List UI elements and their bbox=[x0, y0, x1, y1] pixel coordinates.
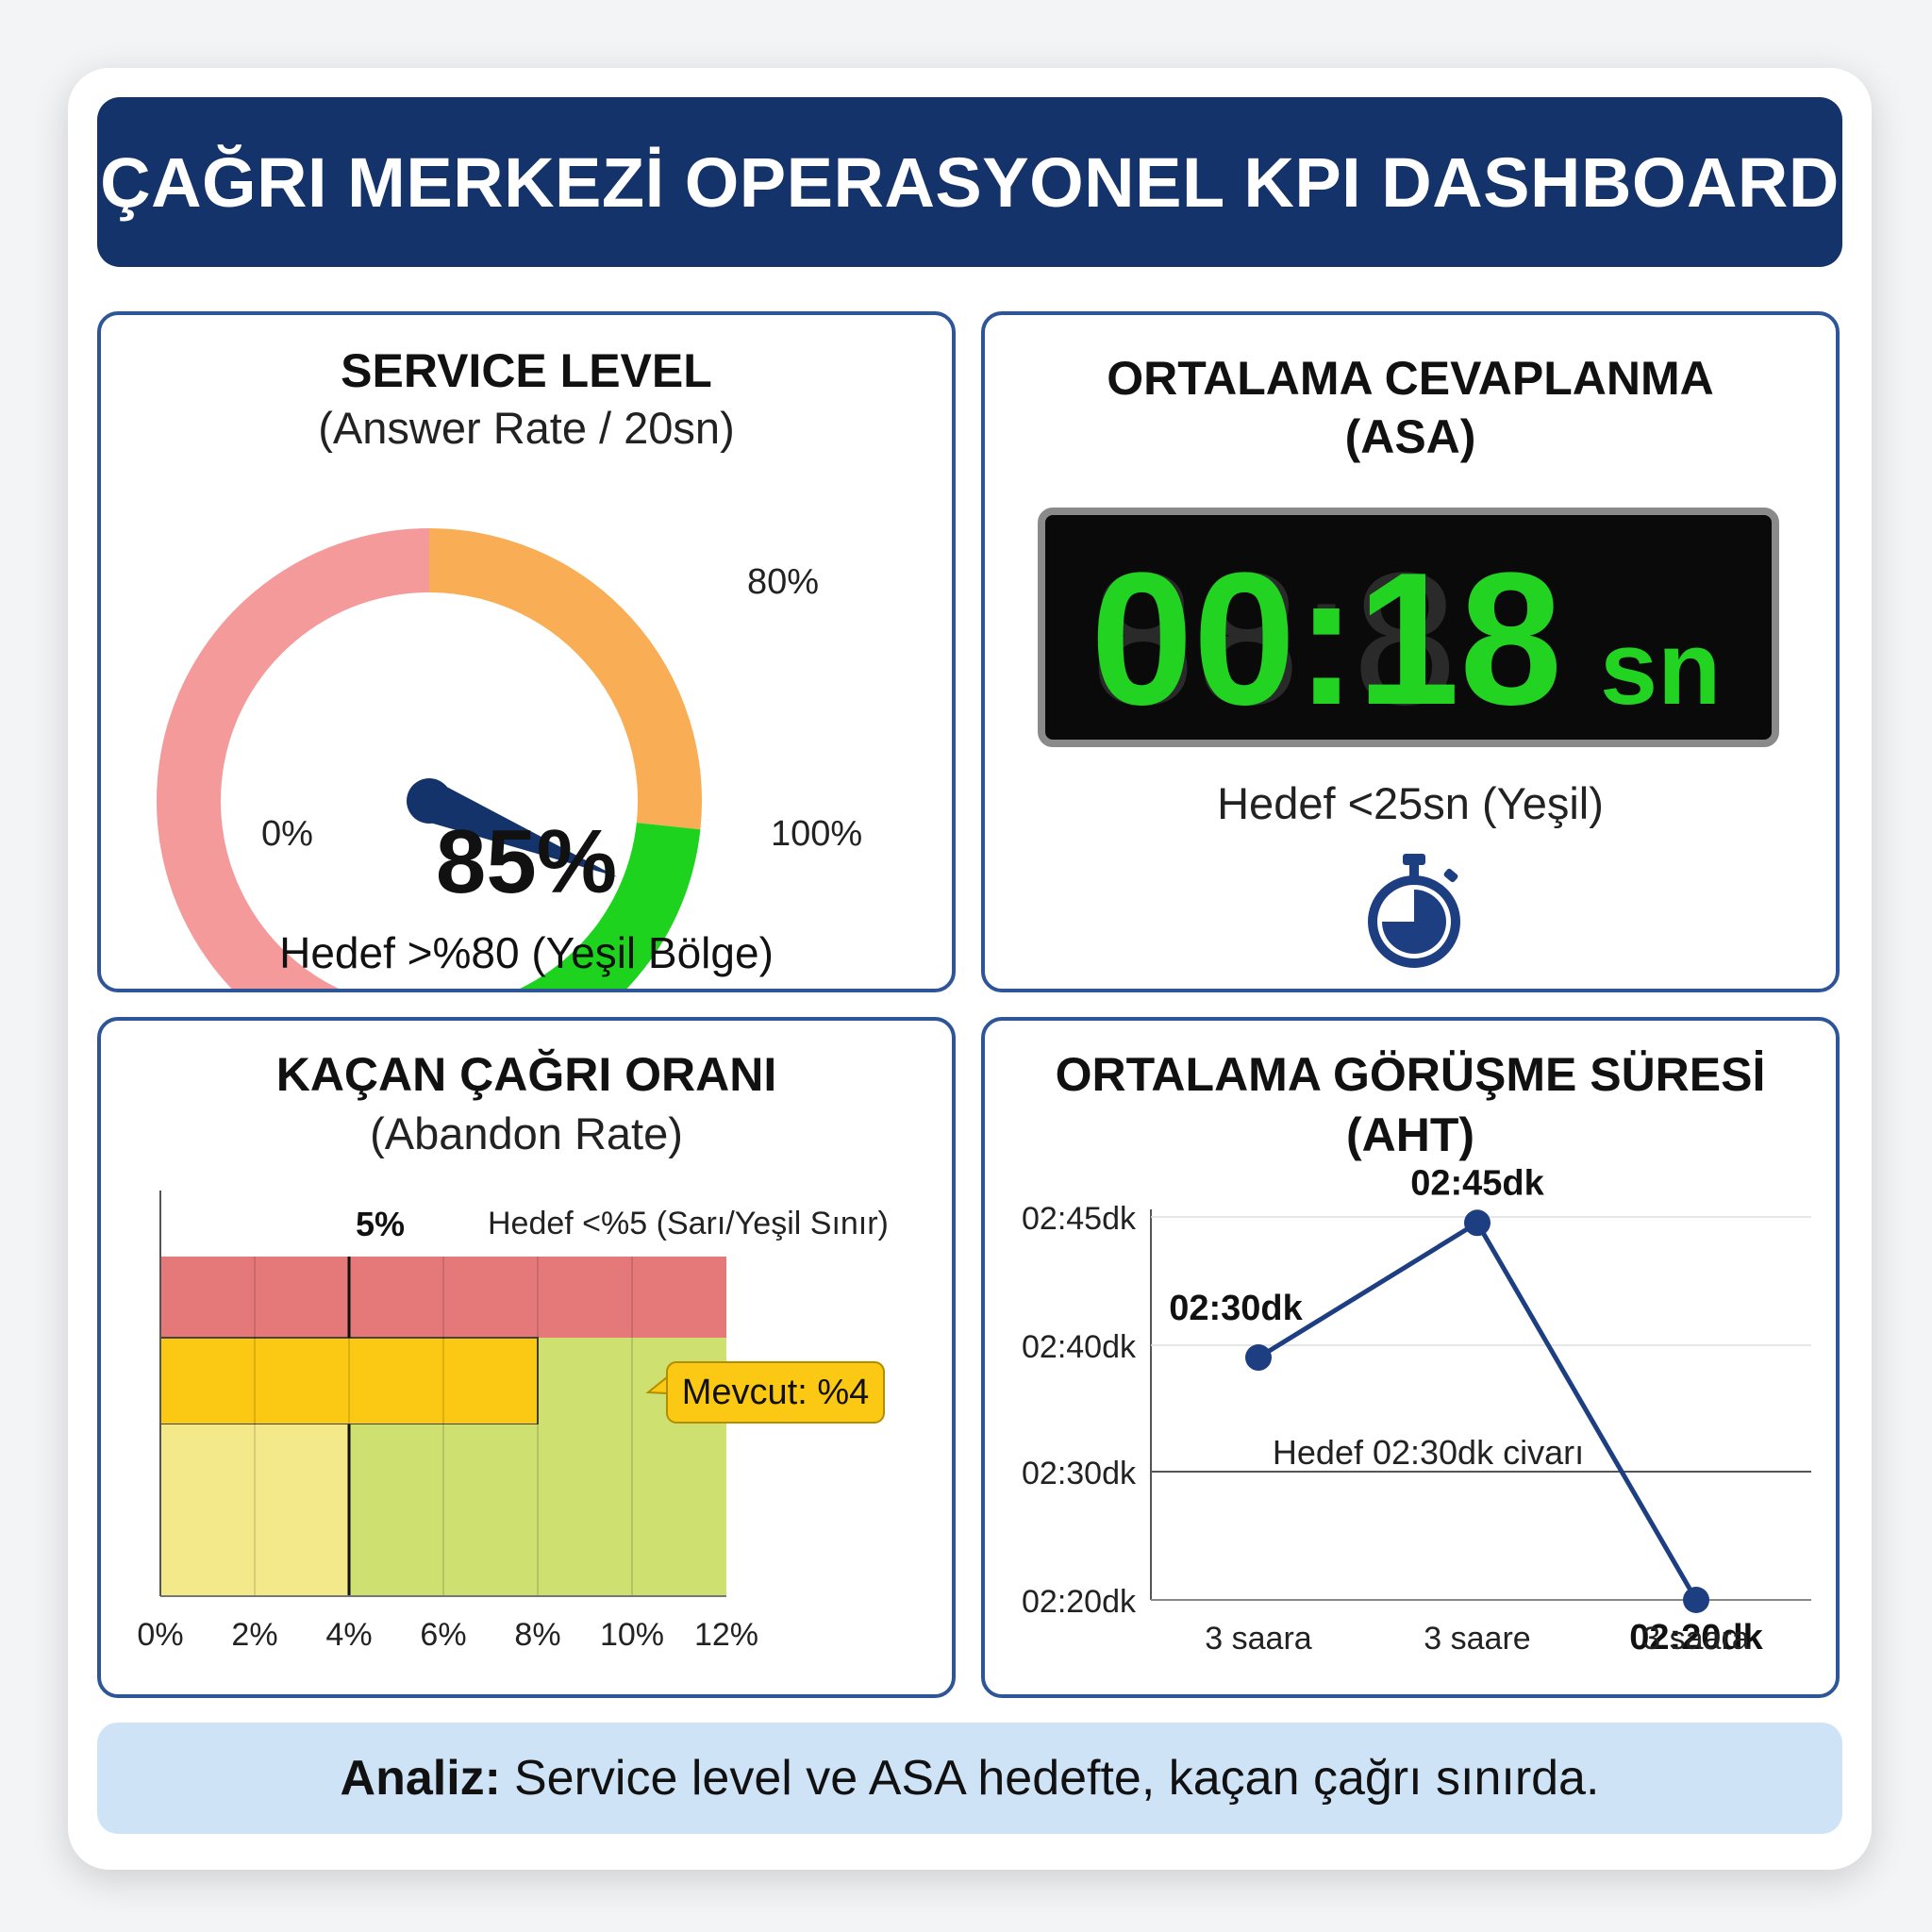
asa-digital-display: 88:88 00:18 sn bbox=[1038, 508, 1779, 747]
band-red bbox=[160, 1257, 726, 1338]
y-tick-label: 02:20dk bbox=[1022, 1584, 1137, 1620]
gauge-label-max: 100% bbox=[771, 814, 862, 854]
x-tick-label: 6% bbox=[420, 1617, 466, 1653]
gauge-needle bbox=[421, 781, 618, 877]
service-level-title: SERVICE LEVEL bbox=[341, 344, 712, 397]
x-tick-label: 12% bbox=[694, 1617, 758, 1653]
aht-point-label: 02:45dk bbox=[1410, 1163, 1544, 1203]
threshold-label: 5% bbox=[356, 1205, 405, 1243]
svg-text:88:88: 88:88 bbox=[1091, 534, 1562, 740]
aht-title-line1: ORTALAMA GÖRÜŞME SÜRESİ bbox=[1055, 1048, 1766, 1101]
x-tick-label: 10% bbox=[600, 1617, 664, 1653]
asa-target-text: Hedef <25sn (Yeşil) bbox=[1217, 778, 1604, 828]
asa-title-line1: ORTALAMA CEVAPLANMA bbox=[1107, 352, 1714, 405]
stopwatch-icon bbox=[1368, 854, 1460, 968]
x-category-label: 3 saara bbox=[1642, 1621, 1749, 1657]
aht-panel: ORTALAMA GÖRÜŞME SÜRESİ (AHT) 02:20dk 02:… bbox=[981, 1017, 1840, 1698]
x-tick-label: 2% bbox=[231, 1617, 277, 1653]
header-bar: ÇAĞRI MERKEZİ OPERASYONEL KPI DASHBOARD bbox=[97, 97, 1842, 267]
y-tick-label: 02:45dk bbox=[1022, 1201, 1137, 1237]
current-label: Mevcut: %4 bbox=[682, 1373, 870, 1412]
gauge-label-target: 80% bbox=[747, 562, 819, 602]
dashboard-title: ÇAĞRI MERKEZİ OPERASYONEL KPI DASHBOARD bbox=[100, 142, 1840, 222]
y-tick-label: 02:40dk bbox=[1022, 1329, 1137, 1365]
aht-series-line bbox=[1257, 1219, 1699, 1602]
gauge-value: 85% bbox=[436, 811, 617, 912]
aht-point bbox=[1245, 1344, 1272, 1372]
asa-title-line2: (ASA) bbox=[1344, 410, 1476, 463]
analysis-banner: Analiz: Service level ve ASA hedefte, ka… bbox=[97, 1723, 1842, 1834]
abandon-title: KAÇAN ÇAĞRI ORANI bbox=[275, 1048, 777, 1101]
asa-unit: sn bbox=[1600, 610, 1721, 726]
aht-target-text: Hedef 02:30dk civarı bbox=[1273, 1433, 1584, 1472]
aht-title-line2: (AHT) bbox=[1345, 1108, 1475, 1161]
asa-digits: 00:18 bbox=[1091, 534, 1562, 740]
gauge-chart: 0% 80% 100% 85% Hedef >%80 (Yeşil Bölge) bbox=[157, 528, 862, 989]
gauge-needle-hub bbox=[407, 778, 452, 824]
x-category-label: 3 saara bbox=[1205, 1621, 1311, 1657]
gauge-label-min: 0% bbox=[261, 814, 313, 854]
aht-point-label: 02:30dk bbox=[1169, 1289, 1303, 1328]
abandon-panel: KAÇAN ÇAĞRI ORANI (Abandon Rate) 5% Hede… bbox=[97, 1017, 956, 1698]
aht-point bbox=[1683, 1587, 1709, 1613]
gauge-zone-red bbox=[157, 528, 430, 989]
analysis-text: Service level ve ASA hedefte, kaçan çağr… bbox=[514, 1751, 1600, 1806]
service-level-panel: SERVICE LEVEL (Answer Rate / 20sn) 0% 80… bbox=[97, 311, 956, 992]
gauge-target-text: Hedef >%80 (Yeşil Bölge) bbox=[279, 928, 774, 977]
analysis-label: Analiz: bbox=[340, 1751, 501, 1806]
aht-line-chart: 02:20dk 02:30dk 02:40dk 02:45dk Hedef 02:30… bbox=[1022, 1163, 1811, 1657]
band-yellow bbox=[160, 1424, 349, 1596]
abandon-subtitle: (Abandon Rate) bbox=[370, 1108, 683, 1158]
x-tick-label: 0% bbox=[137, 1617, 183, 1653]
current-callout: Mevcut: %4 bbox=[645, 1361, 885, 1424]
abandon-bar-chart: 5% Hedef <%5 (Sarı/Yeşil Sınır) Mevcut: … bbox=[137, 1191, 889, 1653]
y-tick-label: 02:30dk bbox=[1022, 1456, 1137, 1491]
gauge-zone-green bbox=[520, 822, 701, 989]
service-level-subtitle: (Answer Rate / 20sn) bbox=[318, 403, 735, 453]
x-tick-label: 4% bbox=[325, 1617, 372, 1653]
aht-point-label: 02:20dk bbox=[1629, 1618, 1763, 1657]
threshold-text: Hedef <%5 (Sarı/Yeşil Sınır) bbox=[488, 1206, 889, 1241]
aht-point bbox=[1464, 1209, 1491, 1237]
x-category-label: 3 saare bbox=[1424, 1621, 1530, 1657]
x-tick-label: 8% bbox=[514, 1617, 560, 1653]
gauge-zone-orange bbox=[428, 528, 702, 830]
band-green bbox=[349, 1424, 726, 1596]
